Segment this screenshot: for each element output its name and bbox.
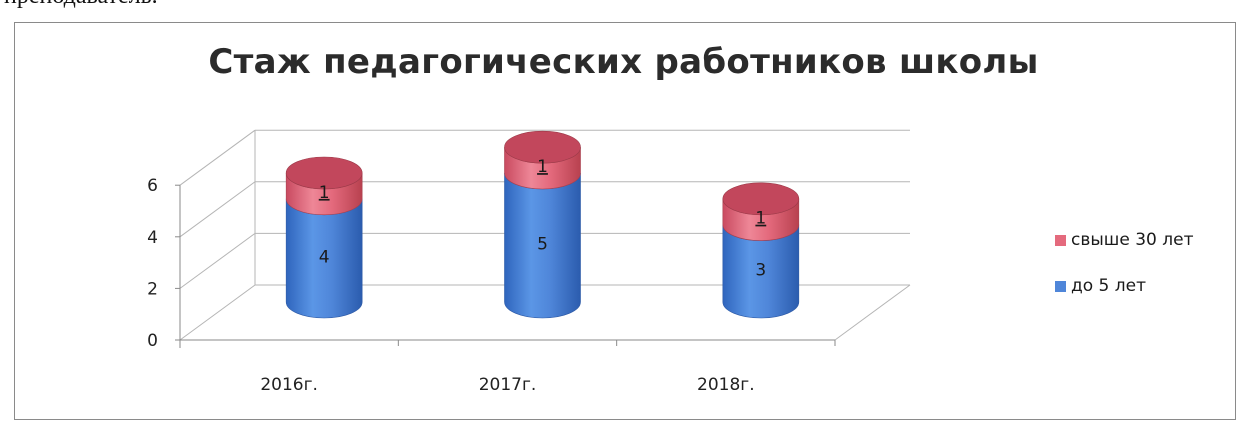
data-label-over-30-1: 1 [319, 183, 330, 203]
x-tick-label: 2016г. [260, 375, 318, 395]
legend-item-under-5: до 5 лет [1055, 275, 1193, 297]
legend: свыше 30 лет до 5 лет [1055, 229, 1193, 321]
floor-edge [834, 284, 911, 341]
x-tick-label: 2018г. [697, 375, 755, 395]
bar-top-cap-2 [504, 130, 581, 164]
gridline-side [179, 232, 256, 289]
x-tick-label: 2017г. [479, 375, 537, 395]
gridline-side [179, 284, 256, 341]
legend-swatch-over-30 [1055, 234, 1066, 246]
chart-title: Стаж педагогических работников школы [208, 42, 1039, 82]
data-label-under-5-3: 3 [755, 260, 766, 280]
data-label-over-30-2: 1 [537, 157, 548, 177]
legend-swatch-under-5 [1055, 280, 1066, 292]
chart-frame [14, 22, 1236, 420]
legend-label-under-5: до 5 лет [1071, 276, 1147, 296]
y-tick-label: 4 [147, 228, 158, 248]
legend-label-over-30: свыше 30 лет [1071, 230, 1194, 250]
data-label-under-5-2: 5 [537, 235, 548, 255]
legend-item-over-30: свыше 30 лет [1055, 229, 1193, 251]
bar-top-cap-1 [285, 156, 363, 190]
bar-top-cap-3 [722, 182, 800, 216]
gridline-side [179, 181, 256, 238]
gridline-side [179, 129, 256, 186]
data-label-over-30-3: 1 [755, 209, 766, 229]
y-tick-label: 2 [147, 279, 158, 299]
y-tick-label: 0 [147, 331, 158, 351]
preceding-text: преподаватель. [4, 0, 158, 10]
y-tick-label: 6 [147, 176, 158, 196]
data-label-under-5-1: 4 [319, 247, 330, 267]
